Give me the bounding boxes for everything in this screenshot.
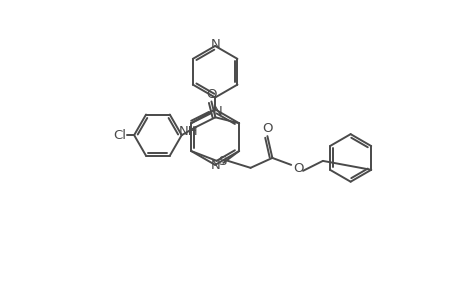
Text: N: N (210, 38, 219, 52)
Text: O: O (262, 122, 272, 135)
Text: NH: NH (179, 125, 198, 138)
Text: N: N (213, 105, 222, 118)
Text: O: O (292, 162, 302, 175)
Text: S: S (217, 155, 225, 168)
Text: N: N (210, 159, 219, 172)
Text: Cl: Cl (112, 129, 125, 142)
Text: O: O (206, 88, 216, 101)
